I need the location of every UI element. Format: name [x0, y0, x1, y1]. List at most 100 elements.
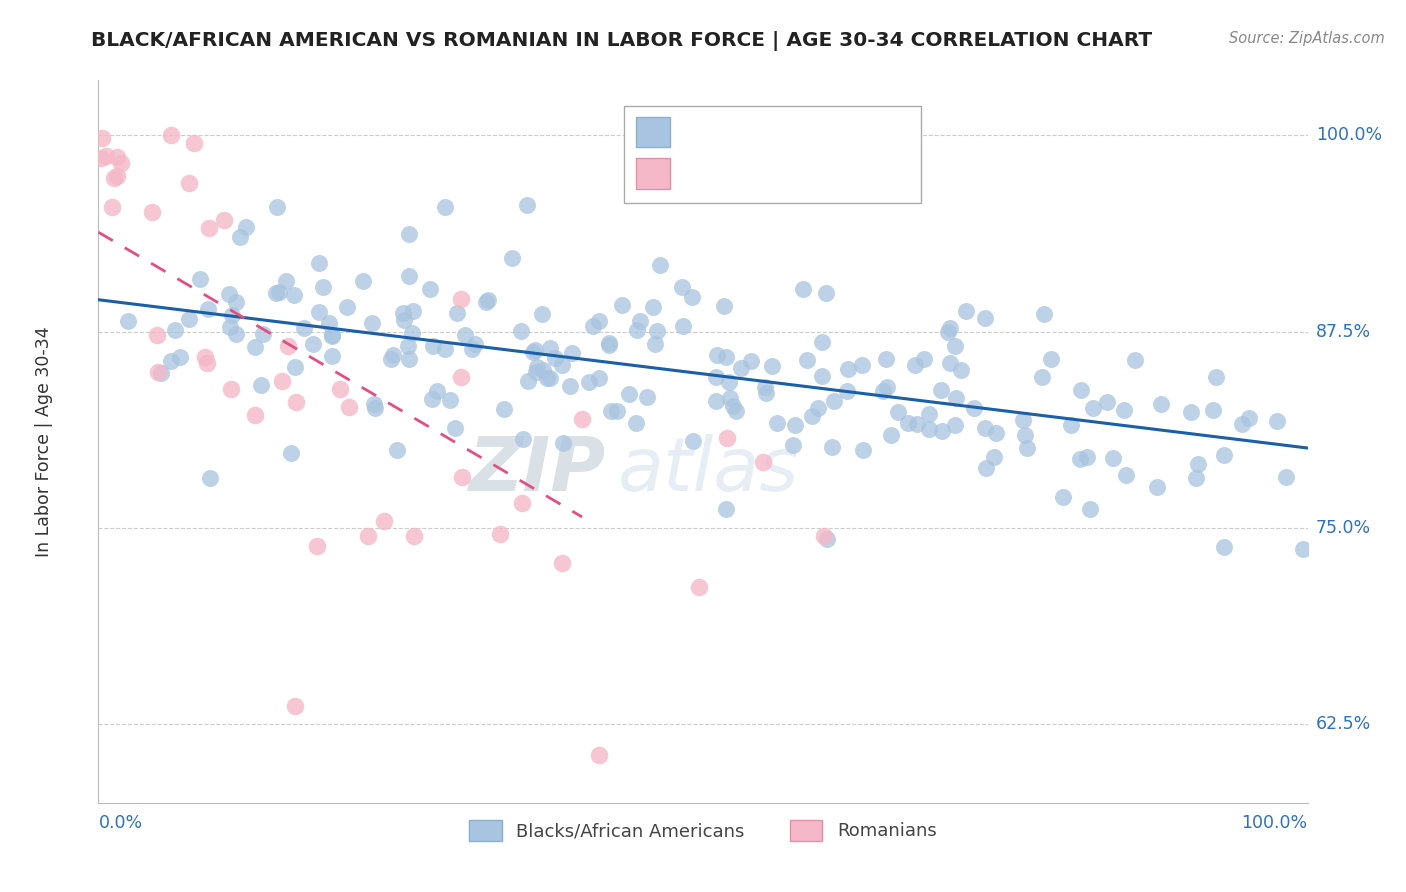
Point [984, 425, 1007, 440]
Point [228, 230, 250, 244]
Point [598, 336, 620, 351]
Point [169, 350, 191, 364]
Point [100, 200, 122, 214]
Point [277, 338, 299, 352]
Point [645, 324, 668, 338]
Point [704, 393, 727, 408]
Point [450, 292, 472, 306]
Point [160, 128, 183, 142]
Point [489, 527, 512, 541]
Point [912, 351, 935, 366]
Point [1237, 411, 1260, 425]
Point [1069, 451, 1091, 466]
Point [321, 349, 343, 363]
Point [1150, 397, 1173, 411]
Point [531, 363, 554, 377]
Point [811, 335, 834, 350]
Point [434, 200, 457, 214]
Point [536, 371, 558, 385]
Point [426, 384, 449, 398]
Point [1265, 413, 1288, 427]
Point [939, 321, 962, 335]
Point [280, 446, 302, 460]
Point [179, 312, 201, 326]
Point [1212, 448, 1234, 462]
Point [610, 298, 633, 312]
Point [785, 417, 807, 432]
Point [283, 287, 305, 301]
Point [538, 371, 561, 385]
Point [105, 169, 128, 183]
Point [198, 471, 221, 485]
Point [1180, 405, 1202, 419]
Point [606, 404, 628, 418]
Point [811, 368, 834, 383]
Point [814, 286, 837, 301]
Point [752, 455, 775, 469]
Point [245, 408, 267, 422]
Point [886, 405, 908, 419]
Point [312, 280, 335, 294]
Point [149, 366, 172, 380]
Point [582, 318, 605, 333]
Point [195, 356, 218, 370]
Point [1052, 490, 1074, 504]
Point [335, 300, 357, 314]
Point [321, 328, 343, 343]
Point [730, 360, 752, 375]
Point [588, 371, 610, 385]
FancyBboxPatch shape [637, 158, 671, 189]
Point [973, 420, 995, 434]
Point [524, 343, 547, 358]
Point [974, 461, 997, 475]
Point [672, 319, 695, 334]
Point [800, 409, 823, 423]
Point [337, 401, 360, 415]
Point [905, 417, 928, 431]
Point [107, 150, 129, 164]
Point [1292, 542, 1315, 557]
Point [160, 354, 183, 368]
Point [1123, 352, 1146, 367]
Point [141, 204, 163, 219]
Point [531, 307, 554, 321]
Point [219, 382, 242, 396]
Point [837, 384, 859, 398]
Point [897, 416, 920, 430]
Point [329, 382, 352, 396]
Point [284, 699, 307, 714]
Point [1015, 441, 1038, 455]
Point [641, 300, 664, 314]
Point [352, 274, 374, 288]
Point [813, 528, 835, 542]
Point [1213, 540, 1236, 554]
Point [1115, 467, 1137, 482]
Point [1031, 370, 1053, 384]
Point [945, 391, 967, 405]
Point [451, 470, 474, 484]
Point [880, 428, 903, 442]
Point [551, 436, 574, 450]
Point [225, 327, 247, 342]
Point [626, 323, 648, 337]
Point [357, 529, 380, 543]
Point [177, 176, 200, 190]
Point [931, 424, 953, 438]
Point [1039, 351, 1062, 366]
Point [551, 358, 574, 372]
Point [1114, 402, 1136, 417]
Point [103, 170, 125, 185]
Point [852, 443, 875, 458]
Point [463, 337, 485, 351]
Point [264, 286, 287, 301]
Point [516, 198, 538, 212]
Text: 100.0%: 100.0% [1241, 814, 1308, 832]
Point [492, 402, 515, 417]
Point [450, 370, 472, 384]
FancyBboxPatch shape [624, 105, 921, 203]
Point [1081, 401, 1104, 415]
Point [706, 370, 728, 384]
Point [419, 282, 441, 296]
Point [510, 496, 533, 510]
Point [194, 350, 217, 364]
